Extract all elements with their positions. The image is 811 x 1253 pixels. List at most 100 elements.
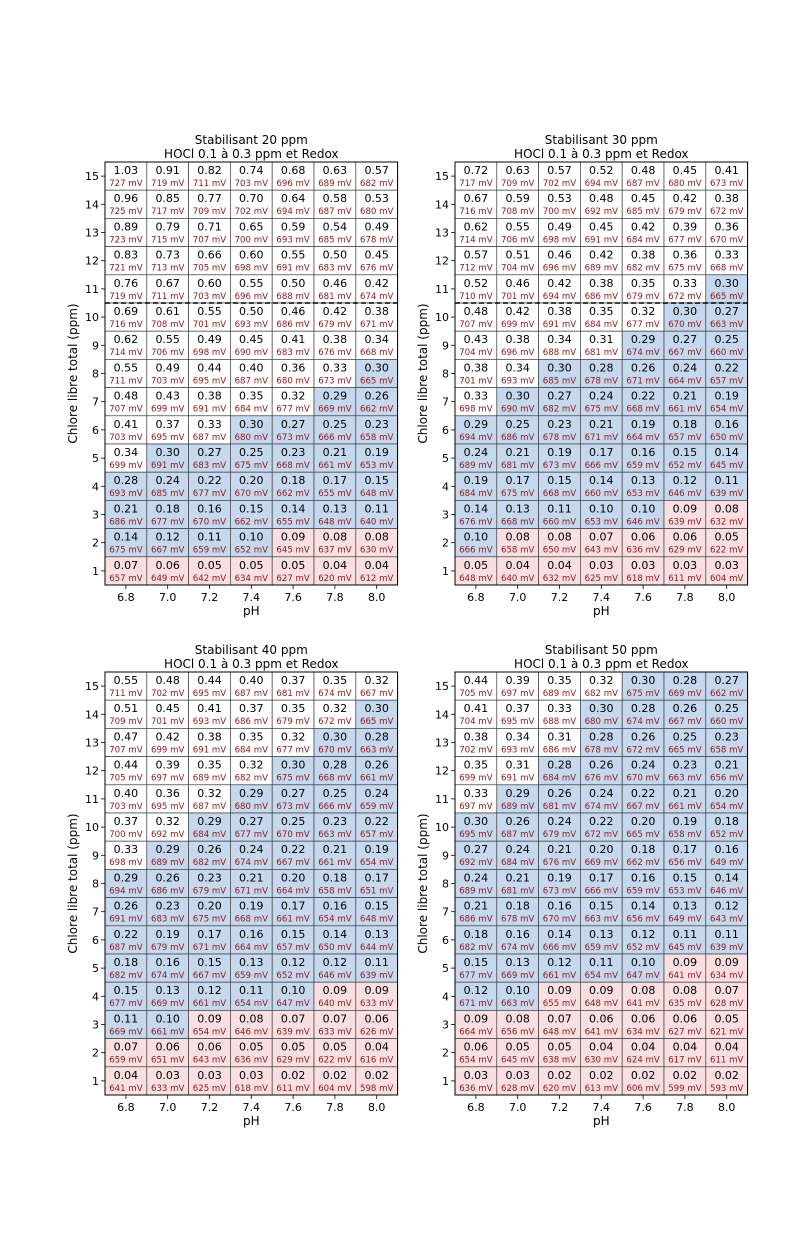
hocl-value-label: 0.30 (505, 390, 530, 403)
redox-value-label: 708 mV (501, 207, 535, 217)
redox-value-label: 685 mV (318, 235, 352, 245)
redox-value-label: 663 mV (668, 774, 702, 784)
redox-value-label: 698 mV (235, 264, 269, 274)
x-tick-label: 7.4 (243, 1101, 261, 1114)
redox-value-label: 675 mV (501, 489, 535, 499)
redox-value-label: 699 mV (501, 320, 535, 330)
hocl-value-label: 0.29 (323, 390, 348, 403)
redox-value-label: 719 mV (109, 292, 143, 302)
heatmap-cell (104, 925, 148, 955)
hocl-value-label: 0.11 (547, 502, 572, 515)
redox-value-label: 683 mV (318, 264, 352, 274)
redox-value-label: 697 mV (459, 802, 493, 812)
heatmap-cell (313, 161, 357, 191)
hocl-value-label: 0.14 (631, 900, 656, 913)
redox-value-label: 669 mV (585, 858, 619, 868)
heatmap-cell (271, 359, 315, 388)
hocl-value-label: 0.17 (673, 843, 698, 856)
hocl-value-label: 0.53 (547, 192, 572, 205)
hocl-value-label: 0.58 (323, 192, 348, 205)
heatmap-cell (538, 246, 581, 276)
heatmap-cell (355, 500, 398, 529)
heatmap-cell (230, 330, 273, 360)
heatmap-cell (146, 756, 189, 786)
heatmap-cell (580, 330, 623, 360)
hocl-value-label: 0.03 (631, 559, 656, 572)
hocl-value-label: 0.72 (464, 164, 489, 177)
redox-value-label: 640 mV (360, 517, 394, 527)
hocl-value-label: 0.45 (364, 249, 389, 262)
redox-value-label: 625 mV (193, 1084, 227, 1094)
hocl-value-label: 0.18 (464, 928, 489, 941)
hocl-value-label: 0.55 (114, 674, 139, 687)
redox-value-label: 611 mV (710, 1056, 744, 1066)
heatmap-cell (621, 246, 665, 276)
heatmap-cell (271, 840, 315, 870)
hocl-value-label: 0.04 (589, 1041, 614, 1054)
heatmap-cell (313, 218, 357, 247)
redox-value-label: 707 mV (109, 745, 143, 755)
redox-value-label: 707 mV (459, 320, 493, 330)
heatmap-cell (580, 415, 623, 445)
redox-value-label: 680 mV (276, 376, 310, 386)
hocl-value-label: 0.50 (239, 305, 264, 318)
heatmap-cell (146, 359, 189, 388)
redox-value-label: 649 mV (668, 915, 702, 925)
heatmap-cell (663, 699, 707, 729)
heatmap-cell (580, 840, 623, 870)
redox-value-label: 712 mV (459, 264, 493, 274)
hocl-value-label: 0.41 (464, 702, 489, 715)
hocl-value-label: 0.82 (197, 164, 222, 177)
hocl-value-label: 0.27 (714, 674, 739, 687)
hocl-value-label: 0.05 (714, 1012, 739, 1025)
heatmap-cell (538, 925, 581, 955)
redox-value-label: 691 mV (276, 264, 310, 274)
heatmap-cell (621, 218, 665, 247)
redox-value-label: 678 mV (360, 235, 394, 245)
y-tick-label: 6 (92, 424, 99, 437)
hocl-value-label: 0.30 (155, 446, 180, 459)
heatmap-cell (705, 1010, 748, 1039)
hocl-value-label: 0.26 (364, 759, 389, 772)
redox-value-label: 658 mV (318, 886, 352, 896)
redox-value-label: 611 mV (276, 1084, 310, 1094)
y-tick-label: 9 (92, 339, 99, 352)
y-tick-label: 12 (85, 765, 99, 778)
y-tick-label: 13 (435, 737, 449, 750)
heatmap-cell (663, 981, 707, 1011)
hocl-value-label: 0.52 (464, 277, 489, 290)
hocl-value-label: 0.32 (239, 759, 264, 772)
redox-value-label: 675 mV (276, 774, 310, 784)
redox-value-label: 677 mV (235, 830, 269, 840)
hocl-value-label: 0.50 (323, 249, 348, 262)
hocl-value-label: 0.21 (505, 446, 530, 459)
redox-value-label: 606 mV (626, 1084, 660, 1094)
redox-value-label: 703 mV (109, 802, 143, 812)
redox-value-label: 721 mV (109, 264, 143, 274)
x-tick-label: 7.6 (284, 1101, 302, 1114)
hocl-value-label: 0.06 (197, 1041, 222, 1054)
hocl-value-label: 0.30 (464, 815, 489, 828)
hocl-value-label: 0.07 (714, 984, 739, 997)
redox-value-label: 654 mV (710, 802, 744, 812)
heatmap-cell (621, 925, 665, 955)
redox-value-label: 639 mV (360, 971, 394, 981)
chart-title: Stabilisant 20 ppm (195, 133, 308, 147)
redox-value-label: 659 mV (360, 802, 394, 812)
x-tick-label: 8.0 (718, 1101, 736, 1114)
hocl-value-label: 0.08 (505, 1012, 530, 1025)
x-tick-label: 7.6 (634, 1101, 652, 1114)
hocl-value-label: 0.48 (155, 674, 180, 687)
redox-value-label: 700 mV (109, 830, 143, 840)
y-tick-label: 13 (85, 227, 99, 240)
redox-value-label: 655 mV (276, 517, 310, 527)
hocl-value-label: 0.04 (631, 1041, 656, 1054)
x-tick-label: 7.2 (551, 591, 569, 604)
hocl-value-label: 0.12 (547, 956, 572, 969)
redox-value-label: 676 mV (459, 517, 493, 527)
heatmap-cell (538, 869, 581, 898)
heatmap-cell (146, 218, 189, 247)
redox-value-label: 711 mV (151, 292, 185, 302)
hocl-value-label: 0.34 (114, 446, 139, 459)
hocl-value-label: 0.42 (323, 305, 348, 318)
